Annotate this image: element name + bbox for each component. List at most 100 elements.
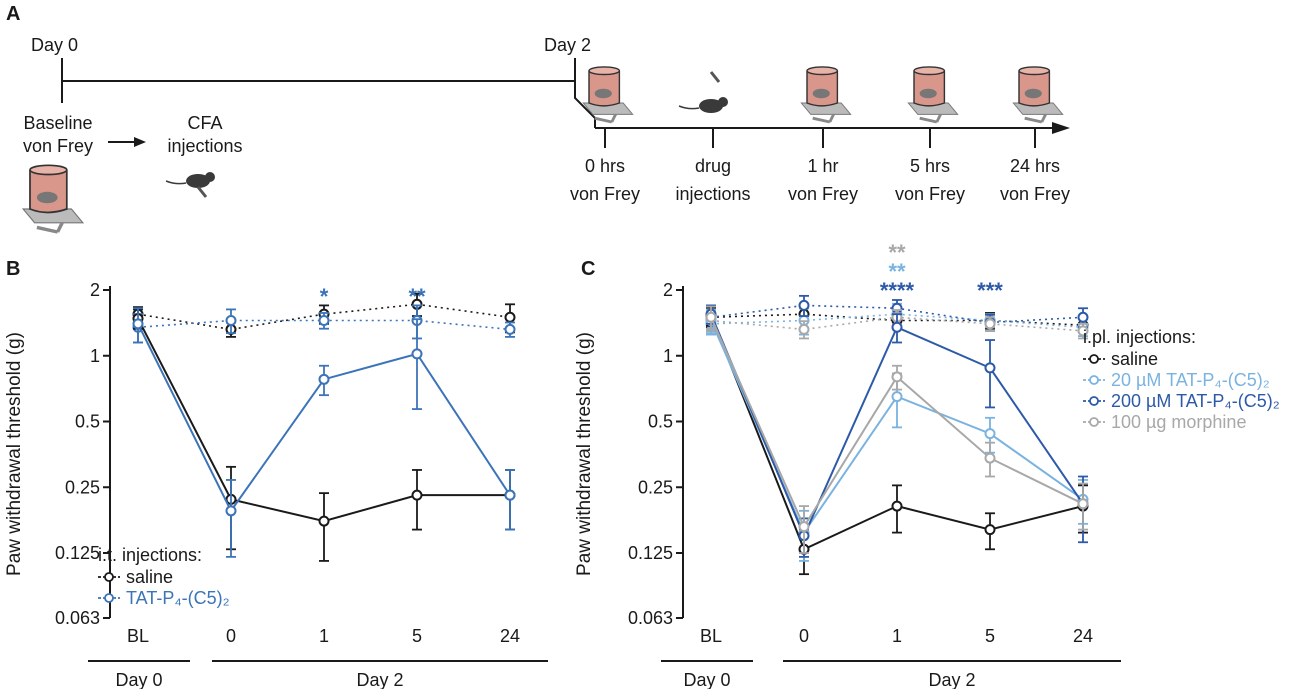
data-point bbox=[891, 500, 903, 512]
data-point bbox=[891, 321, 903, 333]
filament bbox=[36, 225, 58, 234]
step-label-line2: von Frey bbox=[1000, 184, 1070, 204]
data-point bbox=[225, 505, 237, 517]
legend-swatch-marker bbox=[1089, 396, 1099, 406]
chamber-body bbox=[588, 70, 621, 107]
syringe-icon bbox=[196, 186, 208, 198]
y-tick-label: 0.063 bbox=[55, 608, 100, 628]
mouse-silhouette bbox=[36, 191, 58, 204]
x-tick-label: 1 bbox=[319, 626, 329, 646]
step-label-line2: injections bbox=[675, 184, 750, 204]
mouse-silhouette bbox=[594, 88, 612, 99]
y-tick-label: 1 bbox=[90, 346, 100, 366]
y-tick-label: 1 bbox=[663, 346, 673, 366]
data-point bbox=[504, 489, 516, 501]
panel-b-label: B bbox=[6, 258, 20, 280]
filament-tip bbox=[935, 113, 942, 123]
panel-c: C 2 1 0.5 0.25 0.125 0.063 Paw withdrawal thre… bbox=[574, 240, 1280, 689]
significance-marker: ** bbox=[888, 259, 906, 284]
mouse-head bbox=[205, 172, 215, 182]
y-axis-label: Paw withdrawal threshold (g) bbox=[574, 332, 595, 576]
panel-a: A Day 0 Day 2 Baseline von Frey CFA inje… bbox=[6, 3, 1070, 234]
chamber-body bbox=[913, 70, 946, 107]
filament bbox=[919, 116, 938, 124]
filament bbox=[812, 116, 831, 124]
mouse-head bbox=[718, 97, 728, 107]
mouse-body bbox=[186, 174, 210, 188]
legend-entry: 20 µM TAT-P₄-(C5)₂ bbox=[1111, 370, 1270, 390]
panel-a-steps: 0 hrs von Frey drug injections 1 hr von Frey 5… bbox=[570, 128, 1070, 204]
mouse-injection-icon bbox=[165, 172, 215, 198]
chart-b: 2 1 0.5 0.25 0.125 0.063 Paw withdrawal thresh… bbox=[4, 280, 548, 689]
von-frey-chamber-icon bbox=[21, 164, 85, 234]
legend-entry: saline bbox=[1111, 349, 1158, 369]
cfa-label-1: CFA bbox=[187, 113, 222, 133]
filament-tip bbox=[56, 222, 64, 233]
y-axis-label: Paw withdrawal threshold (g) bbox=[4, 332, 25, 576]
mouse-silhouette bbox=[1024, 88, 1042, 99]
group-label: Day 2 bbox=[928, 670, 975, 689]
panel-a-label: A bbox=[6, 3, 20, 25]
x-tick-label: BL bbox=[127, 626, 149, 646]
series-line bbox=[137, 318, 510, 523]
legend-entry: 200 µM TAT-P₄-(C5)₂ bbox=[1111, 391, 1280, 411]
data-point bbox=[504, 323, 516, 335]
data-point bbox=[891, 371, 903, 383]
legend-entry: 100 µg morphine bbox=[1111, 412, 1246, 432]
chart-c: 2 1 0.5 0.25 0.125 0.063 Paw withdrawal thresh… bbox=[574, 240, 1280, 689]
filament-tip bbox=[1040, 113, 1047, 123]
day2-label: Day 2 bbox=[544, 35, 591, 55]
legend-swatch-marker bbox=[1089, 375, 1099, 385]
von-frey-chamber-icon bbox=[582, 66, 634, 124]
data-point bbox=[984, 318, 996, 330]
von-frey-chamber-icon bbox=[1012, 66, 1064, 124]
baseline-label-2: von Frey bbox=[23, 136, 93, 156]
baseline-label-1: Baseline bbox=[23, 113, 92, 133]
von-frey-chamber-icon bbox=[800, 66, 852, 124]
data-point bbox=[411, 348, 423, 360]
significance-marker: *** bbox=[977, 278, 1003, 303]
data-point bbox=[132, 318, 144, 330]
y-tick-label: 0.25 bbox=[638, 477, 673, 497]
data-point bbox=[705, 311, 717, 323]
series-line bbox=[137, 303, 511, 331]
timeline-arrowhead bbox=[1052, 122, 1070, 134]
data-point bbox=[318, 373, 330, 385]
data-point bbox=[891, 391, 903, 403]
syringe-icon bbox=[709, 71, 721, 83]
baseline-to-cfa-arrowhead bbox=[134, 137, 146, 147]
day0-label: Day 0 bbox=[31, 35, 78, 55]
data-point bbox=[318, 315, 330, 327]
step-label-line1: 1 hr bbox=[807, 156, 838, 176]
significance-marker: **** bbox=[880, 278, 915, 303]
chamber-lid bbox=[588, 66, 621, 76]
significance-marker: ** bbox=[888, 240, 906, 265]
mouse-body bbox=[699, 99, 723, 113]
x-tick-label: 24 bbox=[1073, 626, 1093, 646]
filament bbox=[1024, 116, 1043, 124]
chamber-lid bbox=[913, 66, 946, 76]
chamber-body bbox=[1018, 70, 1051, 107]
step-label-line1: drug bbox=[695, 156, 731, 176]
significance-marker: ** bbox=[408, 284, 426, 309]
y-tick-label: 0.125 bbox=[55, 543, 100, 563]
data-point bbox=[798, 323, 810, 335]
legend-title: i.t. injections: bbox=[98, 545, 202, 565]
data-point bbox=[984, 362, 996, 374]
legend-swatch-marker bbox=[104, 572, 114, 582]
data-point bbox=[798, 521, 810, 533]
data-point bbox=[411, 489, 423, 501]
y-tick-label: 0.063 bbox=[628, 608, 673, 628]
data-point bbox=[984, 524, 996, 536]
data-point bbox=[225, 315, 237, 327]
x-tick-label: 0 bbox=[226, 626, 236, 646]
step-label-line2: von Frey bbox=[895, 184, 965, 204]
series-line bbox=[137, 323, 511, 513]
legend-swatch-marker bbox=[104, 593, 114, 603]
mouse-injection-icon bbox=[678, 71, 728, 113]
von-frey-chamber-icon bbox=[907, 66, 959, 124]
x-tick-label: 24 bbox=[500, 626, 520, 646]
mouse-tail bbox=[678, 105, 700, 110]
y-tick-label: 0.5 bbox=[75, 412, 100, 432]
legend-entry: saline bbox=[126, 567, 173, 587]
